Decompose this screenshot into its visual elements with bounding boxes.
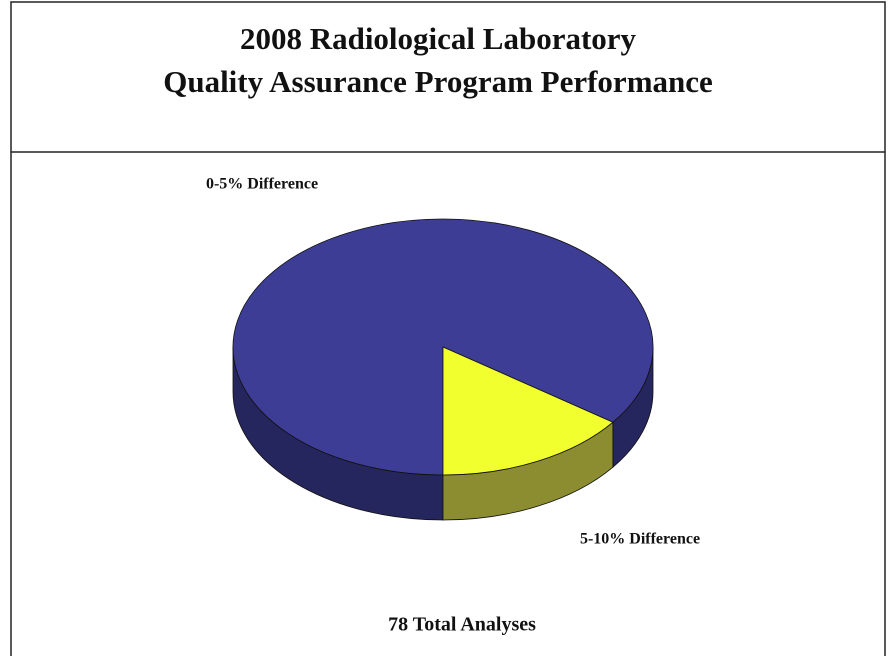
slice-label: 5-10% Difference	[580, 531, 700, 548]
chart-title: Quality Assurance Program Performance	[163, 64, 713, 99]
annotation: 78 Total Analyses	[388, 614, 536, 636]
chart-title: 2008 Radiological Laboratory	[240, 21, 637, 56]
pie-slice	[442, 346, 614, 476]
frame	[10, 1, 886, 656]
slice-label: 0-5% Difference	[206, 176, 318, 193]
